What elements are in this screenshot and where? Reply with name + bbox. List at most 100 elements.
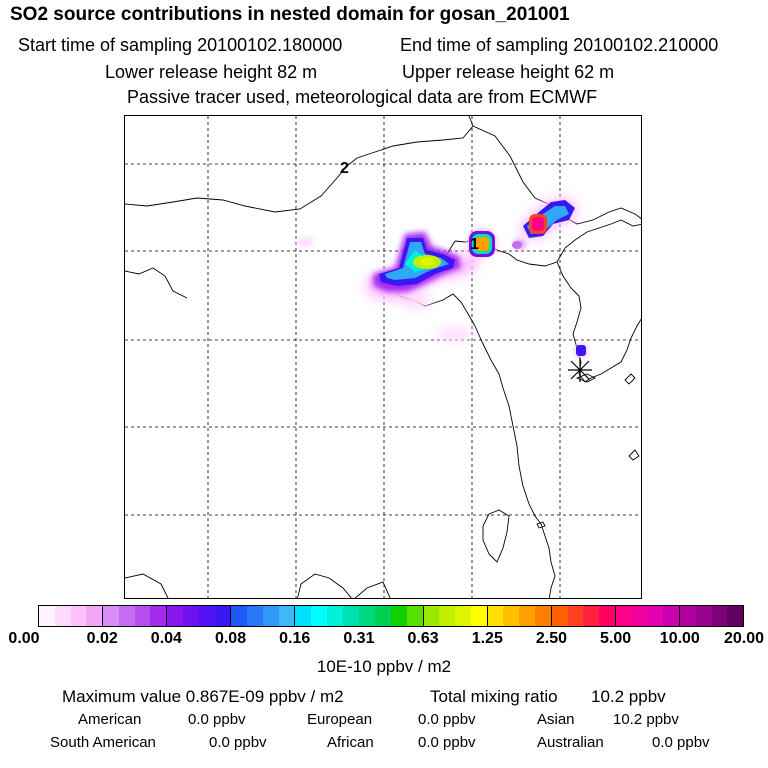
colorbar-swatch [391,606,407,626]
region-value-african: 0.0 ppbv [418,734,476,751]
colorbar-swatch [231,606,248,626]
passive-tracer-note: Passive tracer used, meteorological data… [127,87,598,107]
region-name-south-american: South American [50,734,156,751]
inner-mongolia-border [125,116,474,213]
colorbar-interval [167,606,232,626]
colorbar-swatch [134,606,151,626]
colorbar-swatch [375,606,392,626]
colorbar-swatch [359,606,376,626]
colorbar-swatch [711,606,728,626]
region-value-asian: 10.2 ppbv [613,711,679,728]
japan-island-1 [624,373,636,385]
colorbar-swatch [647,606,664,626]
colorbar-swatch [278,606,295,626]
colorbar-swatch [247,606,263,626]
region-name-australian: Australian [537,734,604,751]
korea-north-border [556,219,641,263]
release-marker-1: 1 [470,236,479,253]
colorbar-interval [103,606,168,626]
colorbar-interval [551,606,616,626]
region-name-american: American [78,711,142,728]
colorbar-swatch [214,606,231,626]
colorbar-swatch [519,606,535,626]
colorbar-swatch [311,606,327,626]
map-canvas: 2 1 [125,116,641,598]
colorbar-interval [231,606,296,626]
colorbar [38,605,744,627]
colorbar-swatch [631,606,648,626]
release-marker-2: 2 [340,160,349,177]
interior-border-2 [125,573,169,598]
maximum-value-label: Maximum value 0.867E-09 ppbv / m2 [62,687,344,706]
colorbar-tick-label: 2.50 [535,630,568,647]
colorbar-swatch [503,606,520,626]
asterisk-receptor-icon [568,358,592,382]
region-value-australian: 0.0 ppbv [652,734,710,751]
colorbar-tick-label: 0.02 [86,630,118,647]
colorbar-swatch [295,606,312,626]
colorbar-swatch [439,606,456,626]
colorbar-swatch [326,606,343,626]
colorbar-swatch [567,606,584,626]
colorbar-swatch [406,606,423,626]
taiwan [482,509,510,563]
colorbar-swatch [663,606,679,626]
colorbar-swatch [727,606,744,626]
colorbar-tick-label: 0.04 [150,630,182,647]
map-panel: 2 1 [124,115,642,599]
end-time-label: End time of sampling 20100102.210000 [400,35,719,55]
start-time-label: Start time of sampling 20100102.180000 [18,35,343,55]
korea-east-coast [584,318,641,383]
colorbar-swatch [118,606,135,626]
colorbar-tick-label: 0.08 [214,630,247,647]
main-plume [363,232,480,302]
plume-marker-1 [467,228,497,258]
colorbar-interval [295,606,360,626]
colorbar-interval [359,606,424,626]
colorbar-swatch [615,606,632,626]
south-china-coast [540,523,556,598]
region-name-african: African [327,734,374,751]
plot-title: SO2 source contributions in nested domai… [10,4,570,25]
colorbar-swatch [167,606,183,626]
colorbar-tick-label: 0.63 [407,630,439,647]
coastlines-borders [125,116,641,598]
colorbar-swatch [198,606,215,626]
total-mixing-ratio-value: 10.2 ppbv [591,687,666,706]
colorbar-interval [39,606,104,626]
korea-west-coast [556,261,586,383]
colorbar-tick-label: 1.25 [471,630,503,647]
colorbar-swatch [70,606,87,626]
region-value-european: 0.0 ppbv [418,711,476,728]
small-island [536,521,546,529]
concentration-plumes [296,196,588,358]
colorbar-swatch [470,606,487,626]
colorbar-units: 10E-10 ppbv / m2 [316,657,452,676]
lat-lon-grid [125,116,641,598]
lower-release-height-label: Lower release height 82 m [105,62,318,82]
plume-northeast [512,196,577,249]
colorbar-interval [423,606,488,626]
colorbar-swatch [679,606,696,626]
colorbar-swatch [103,606,119,626]
colorbar-tick-label: 5.00 [600,630,632,647]
colorbar-tick-label: 20.00 [723,630,765,647]
colorbar-swatch [423,606,440,626]
jeju-island [575,373,597,383]
colorbar-swatch [455,606,471,626]
colorbar-interval [487,606,552,626]
colorbar-swatch [39,606,55,626]
colorbar-swatch [182,606,199,626]
colorbar-interval [615,606,680,626]
colorbar-tick-label: 0.16 [279,630,311,647]
colorbar-swatch [262,606,279,626]
colorbar-swatch [583,606,600,626]
upper-release-height-label: Upper release height 62 m [402,62,615,82]
total-mixing-ratio-label: Total mixing ratio [430,687,558,706]
colorbar-swatch [342,606,359,626]
colorbar-interval [679,606,744,626]
interior-border-1 [297,573,352,598]
region-value-american: 0.0 ppbv [188,711,246,728]
colorbar-swatch [599,606,615,626]
colorbar-tick-label: 0.31 [343,630,375,647]
